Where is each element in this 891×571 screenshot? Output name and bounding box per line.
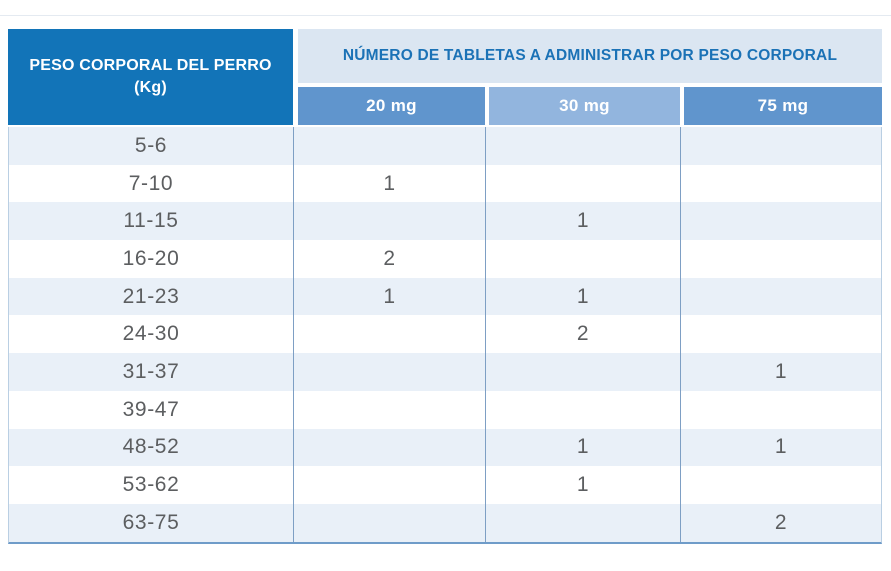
- table-row: 21-23 1 1: [9, 277, 881, 316]
- weight-range-cell: 21-23: [122, 284, 180, 308]
- dose-column-header-20mg: 20 mg: [298, 87, 485, 125]
- weight-range-cell: 24-30: [122, 322, 180, 346]
- table-row: 5-6: [9, 127, 881, 165]
- table-row: 63-75 2: [9, 503, 881, 542]
- dose-column-headers: 20 mg 30 mg 75 mg: [298, 87, 882, 125]
- dose-cell-20mg: [293, 315, 485, 354]
- dose-cell-20mg: 2: [293, 240, 485, 278]
- weight-header-cell: PESO CORPORAL DEL PERRO (Kg): [8, 29, 293, 125]
- dose-cell-20mg: [293, 202, 485, 241]
- dose-cell-75mg: 2: [680, 503, 881, 542]
- dose-cell-30mg: [485, 503, 680, 542]
- dose-cell-30mg: [485, 127, 680, 165]
- dose-cell-75mg: [680, 202, 881, 241]
- dose-cell-75mg: 1: [680, 428, 881, 467]
- dose-cell-75mg: [680, 240, 881, 278]
- dose-cell-30mg: [485, 240, 680, 278]
- dose-cell-75mg: [680, 466, 881, 504]
- dose-cell-20mg: [293, 503, 485, 542]
- table-row: 48-52 1 1: [9, 428, 881, 467]
- table-row: 11-15 1: [9, 202, 881, 241]
- dose-cell-20mg: [293, 353, 485, 391]
- dose-span-header: NÚMERO DE TABLETAS A ADMINISTRAR POR PES…: [298, 29, 882, 83]
- table-row: 7-10 1: [9, 164, 881, 203]
- table-row: 39-47: [9, 390, 881, 429]
- page-divider: [0, 15, 891, 16]
- dose-cell-30mg: 1: [485, 202, 680, 241]
- table-body: 5-6 7-10 1 11-15 1 16-20 2 21-23 1 1 24-30 2 31-37 1 3…: [8, 127, 882, 544]
- table-row: 24-30 2: [9, 315, 881, 354]
- dose-cell-30mg: 1: [485, 277, 680, 316]
- dose-cell-30mg: 1: [485, 466, 680, 504]
- dose-cell-20mg: 1: [293, 277, 485, 316]
- weight-range-cell: 63-75: [122, 510, 180, 534]
- dose-cell-75mg: [680, 315, 881, 354]
- weight-range-cell: 11-15: [123, 209, 179, 233]
- weight-header-line1: PESO CORPORAL DEL PERRO: [29, 57, 272, 75]
- dose-cell-20mg: [293, 428, 485, 467]
- weight-range-cell: 31-37: [122, 359, 180, 383]
- dose-cell-30mg: [485, 353, 680, 391]
- dose-cell-20mg: [293, 466, 485, 504]
- weight-range-cell: 16-20: [122, 246, 180, 270]
- dose-cell-30mg: [485, 164, 680, 203]
- weight-range-cell: 39-47: [122, 397, 180, 421]
- dose-column-header-30mg: 30 mg: [489, 87, 680, 125]
- dose-cell-75mg: 1: [680, 353, 881, 391]
- table-row: 16-20 2: [9, 240, 881, 278]
- dose-cell-20mg: [293, 390, 485, 429]
- weight-range-cell: 48-52: [122, 435, 180, 459]
- dose-cell-75mg: [680, 164, 881, 203]
- dose-cell-30mg: [485, 390, 680, 429]
- weight-range-cell: 5-6: [134, 133, 168, 157]
- weight-header-line2: (Kg): [134, 79, 167, 96]
- dose-cell-20mg: 1: [293, 164, 485, 203]
- dose-column-header-75mg: 75 mg: [684, 87, 882, 125]
- weight-range-cell: 7-10: [128, 171, 174, 195]
- dose-cell-30mg: 1: [485, 428, 680, 467]
- dose-cell-75mg: [680, 277, 881, 316]
- dose-cell-75mg: [680, 127, 881, 165]
- dosage-table: PESO CORPORAL DEL PERRO (Kg) NÚMERO DE T…: [8, 29, 882, 544]
- table-header: PESO CORPORAL DEL PERRO (Kg) NÚMERO DE T…: [8, 29, 882, 125]
- dose-cell-20mg: [293, 127, 485, 165]
- dose-header-group: NÚMERO DE TABLETAS A ADMINISTRAR POR PES…: [298, 29, 882, 125]
- dose-cell-30mg: 2: [485, 315, 680, 354]
- table-row: 53-62 1: [9, 466, 881, 504]
- table-row: 31-37 1: [9, 353, 881, 391]
- weight-range-cell: 53-62: [122, 473, 180, 497]
- dose-cell-75mg: [680, 390, 881, 429]
